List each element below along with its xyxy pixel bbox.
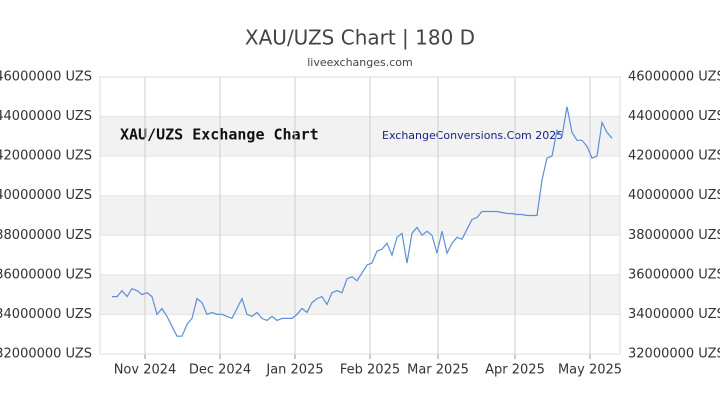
- y-tick-label: 40000000 UZS: [628, 188, 720, 203]
- y-tick-label: 42000000 UZS: [628, 149, 720, 164]
- y-tick-label: 46000000 UZS: [628, 70, 720, 85]
- chart-title: XAU/UZS Chart | 180 D: [245, 26, 475, 50]
- x-tick-label: May 2025: [558, 363, 622, 378]
- grid-band: [100, 274, 620, 315]
- y-tick-label: 36000000 UZS: [628, 267, 720, 282]
- x-tick-label: Jan 2025: [265, 363, 323, 378]
- x-tick-label: Dec 2024: [189, 363, 251, 378]
- chart-subtitle: liveexchanges.com: [307, 56, 412, 69]
- x-tick-label: Apr 2025: [485, 363, 545, 378]
- y-tick-label: 36000000 UZS: [0, 267, 92, 282]
- y-tick-label: 34000000 UZS: [628, 307, 720, 322]
- y-tick-label: 44000000 UZS: [628, 109, 720, 124]
- x-tick-label: Mar 2025: [407, 363, 469, 378]
- y-tick-label: 38000000 UZS: [628, 228, 720, 243]
- grid-band: [100, 195, 620, 236]
- plot-frame: [99, 76, 621, 355]
- watermark: ExchangeConversions.Com 2025: [382, 129, 563, 142]
- y-tick-label: 40000000 UZS: [0, 188, 92, 203]
- x-tick-label: Feb 2025: [340, 363, 400, 378]
- grid-band: [100, 116, 620, 157]
- line: [112, 106, 613, 337]
- y-tick-label: 38000000 UZS: [0, 228, 92, 243]
- y-tick-label: 42000000 UZS: [0, 149, 92, 164]
- y-tick-label: 46000000 UZS: [0, 70, 92, 85]
- watermark: XAU/UZS Exchange Chart: [120, 126, 319, 144]
- y-tick-label: 32000000 UZS: [628, 347, 720, 362]
- y-tick-label: 32000000 UZS: [0, 347, 92, 362]
- y-tick-label: 44000000 UZS: [0, 109, 92, 124]
- x-tick-label: Nov 2024: [114, 363, 177, 378]
- y-tick-label: 34000000 UZS: [0, 307, 92, 322]
